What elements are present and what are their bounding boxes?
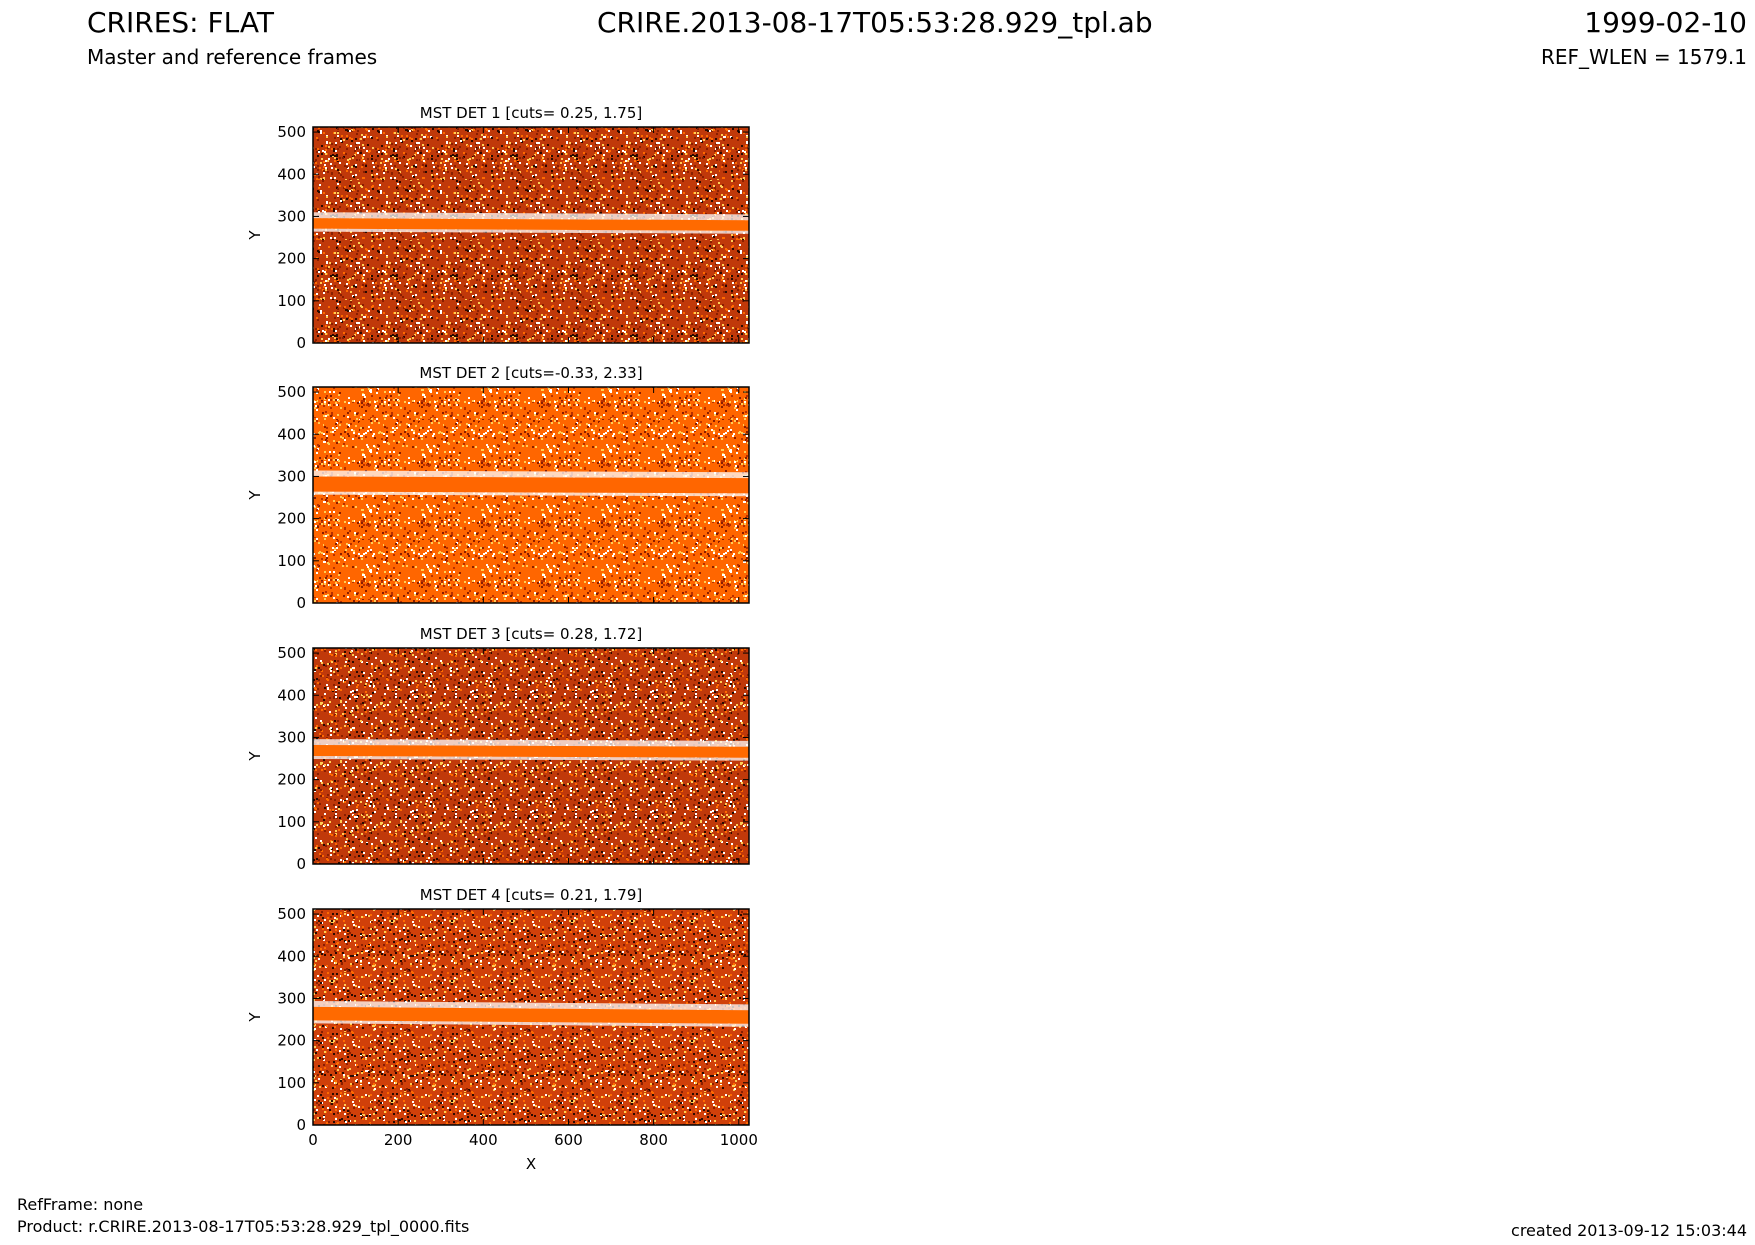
detector-plot-1: MST DET 1 [cuts= 0.25, 1.75] 0 100 200 300 40… xyxy=(246,104,750,352)
spectral-band xyxy=(313,745,749,758)
y-tick-label: 400 xyxy=(277,425,306,443)
ref-wavelength: REF_WLEN = 1579.1 xyxy=(1540,45,1747,69)
y-tick-label: 300 xyxy=(277,207,306,225)
x-tick-label: 0 xyxy=(308,1131,318,1149)
y-tick-label: 0 xyxy=(296,334,306,352)
x-tick-label: 800 xyxy=(639,1131,668,1149)
y-axis-label: Y xyxy=(246,1012,264,1023)
plot-title: MST DET 4 [cuts= 0.21, 1.79] xyxy=(420,886,643,904)
y-tick-label: 0 xyxy=(296,594,306,612)
detector-image xyxy=(313,127,749,343)
y-tick-label: 0 xyxy=(296,1116,306,1134)
y-tick-label: 200 xyxy=(277,510,306,528)
plot-title: MST DET 1 [cuts= 0.25, 1.75] xyxy=(420,104,643,122)
file-name: CRIRE.2013-08-17T05:53:28.929_tpl.ab xyxy=(597,6,1153,39)
y-tick-label: 200 xyxy=(277,250,306,268)
y-tick-label: 200 xyxy=(277,1032,306,1050)
observation-date: 1999-02-10 xyxy=(1584,6,1747,39)
y-axis-label: Y xyxy=(246,230,264,241)
plot-title: MST DET 3 [cuts= 0.28, 1.72] xyxy=(420,625,643,643)
y-tick-label: 0 xyxy=(296,855,306,873)
y-tick-label: 100 xyxy=(277,552,306,570)
y-tick-label: 100 xyxy=(277,1074,306,1092)
x-tick-label: 400 xyxy=(469,1131,498,1149)
x-axis-label: X xyxy=(526,1155,536,1173)
detector-plot-3: MST DET 3 [cuts= 0.28, 1.72] 0 100 200 300 40… xyxy=(246,625,750,873)
y-tick-label: 200 xyxy=(277,771,306,789)
y-tick-label: 400 xyxy=(277,947,306,965)
y-tick-label: 300 xyxy=(277,728,306,746)
page-title: CRIRES: FLAT xyxy=(87,6,274,39)
y-tick-label: 300 xyxy=(277,467,306,485)
product-label: Product: r.CRIRE.2013-08-17T05:53:28.929… xyxy=(17,1217,470,1236)
plot-frame xyxy=(312,126,750,344)
x-tick-label: 1000 xyxy=(720,1131,758,1149)
y-tick-label: 500 xyxy=(277,383,306,401)
plot-frame xyxy=(312,908,750,1126)
plot-frame xyxy=(312,647,750,865)
spectral-band xyxy=(313,476,749,494)
detector-plot-2: MST DET 2 [cuts=-0.33, 2.33] 0 100 200 300 40… xyxy=(246,364,750,612)
spectral-band xyxy=(313,1006,749,1024)
y-tick-label: 500 xyxy=(277,644,306,662)
y-axis-label: Y xyxy=(246,751,264,762)
y-axis-label: Y xyxy=(246,490,264,501)
created-timestamp: created 2013-09-12 15:03:44 xyxy=(1511,1221,1747,1240)
y-tick-label: 100 xyxy=(277,813,306,831)
y-tick-label: 300 xyxy=(277,989,306,1007)
x-tick-label: 200 xyxy=(384,1131,413,1149)
ref-frame-label: RefFrame: none xyxy=(17,1195,144,1214)
plot-frame xyxy=(312,386,750,604)
page-subtitle: Master and reference frames xyxy=(87,45,378,69)
y-tick-label: 100 xyxy=(277,292,306,310)
spectral-band xyxy=(313,218,749,231)
plot-title: MST DET 2 [cuts=-0.33, 2.33] xyxy=(419,364,642,382)
y-tick-label: 400 xyxy=(277,686,306,704)
x-tick-label: 600 xyxy=(554,1131,583,1149)
y-tick-label: 500 xyxy=(277,905,306,923)
y-tick-label: 400 xyxy=(277,165,306,183)
detector-plot-4: MST DET 4 [cuts= 0.21, 1.79] 0 100 200 300 40… xyxy=(246,886,758,1173)
y-tick-label: 500 xyxy=(277,123,306,141)
